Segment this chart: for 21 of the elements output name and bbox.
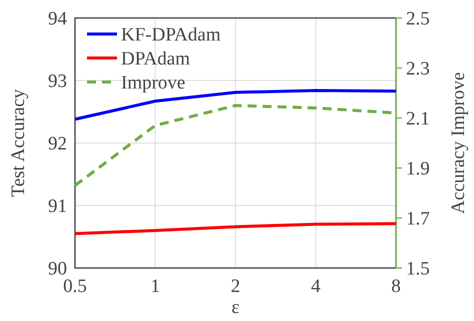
y2-tick-label: 1.5 <box>406 258 430 280</box>
y2-tick-label: 2.5 <box>406 8 430 30</box>
y2-tick-label: 2.3 <box>406 58 430 80</box>
y-tick-label: 93 <box>48 71 67 92</box>
legend-label: DPAdam <box>121 48 190 70</box>
x-axis-title: ε <box>232 297 240 318</box>
y-tick-label: 94 <box>48 8 68 30</box>
y-tick-label: 91 <box>48 196 67 218</box>
x-tick-label: 2 <box>230 276 240 297</box>
line-series <box>74 222 398 236</box>
y-axis-title: Test Accuracy <box>8 88 29 197</box>
y2-tick-label: 2.1 <box>406 108 430 130</box>
y2-tick-label: 1.7 <box>406 208 430 230</box>
x-tick-label: 8 <box>391 276 401 297</box>
y2-axis-title: Accuracy Improve <box>448 72 469 214</box>
legend-label: KF-DPAdam <box>121 24 221 46</box>
y-tick-label: 92 <box>48 134 67 155</box>
x-tick-label: 1 <box>150 276 160 297</box>
x-tick-label: 4 <box>311 276 321 297</box>
y2-tick-label: 1.9 <box>406 158 430 180</box>
legend-label: Improve <box>121 72 186 94</box>
